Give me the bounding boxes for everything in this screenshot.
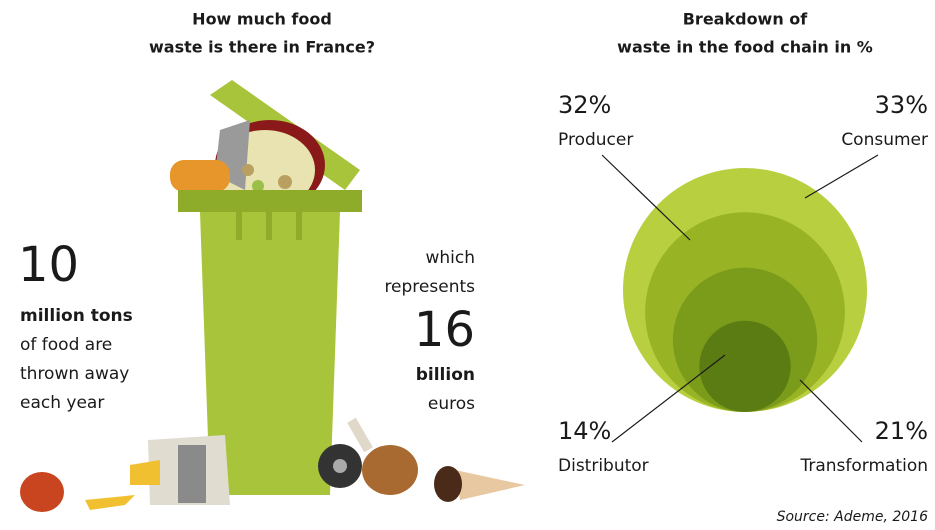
source: Source: Ademe, 2016 [777,509,929,525]
category-label: Consumer [841,130,928,150]
euros-intro: represents [384,277,475,297]
category-label: Transformation [799,456,928,476]
value-label: 32% [558,91,611,119]
value-label: 21% [875,417,928,445]
left-title: How much food [192,10,332,29]
euros-intro: which [425,248,475,268]
category-label: Producer [558,130,633,150]
leader-line [805,155,878,198]
value-label: 33% [875,91,928,119]
tons-text: thrown away [20,364,129,384]
tons-text: each year [20,393,104,413]
circle [699,321,790,412]
chart-title: Breakdown of [683,10,809,29]
tons-number: 10 [18,237,79,293]
euros-number: 16 [414,302,475,358]
circles [623,168,867,412]
tons-text: of food are [20,335,112,355]
category-label: Distributor [558,456,649,476]
infographic: How much food waste is there in France? … [0,0,935,530]
value-label: 14% [558,417,611,445]
left-title: waste is there in France? [149,38,375,57]
tons-unit: million tons [20,306,133,326]
chart-title: waste in the food chain in % [617,38,873,57]
leader-line [800,380,862,442]
euros-unit: billion [416,365,475,385]
euros-text: euros [428,394,475,414]
